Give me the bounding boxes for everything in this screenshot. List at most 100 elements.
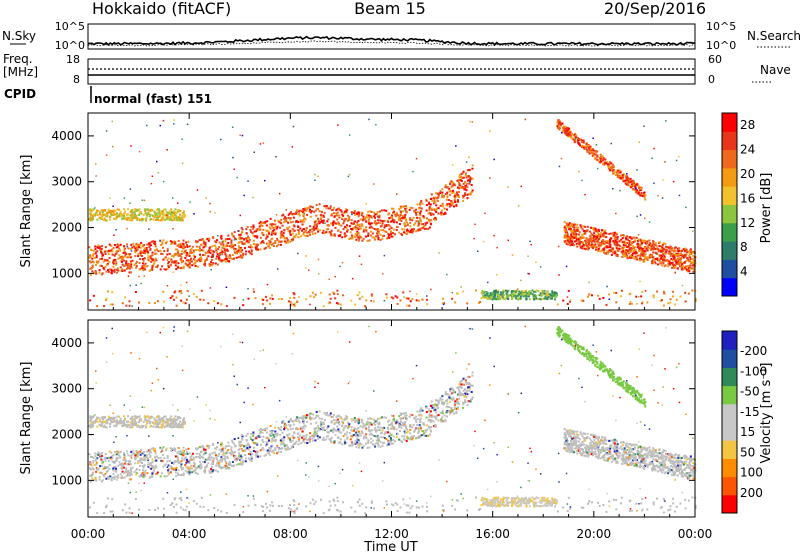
echo-cell: [248, 443, 250, 446]
echo-cell: [343, 212, 346, 214]
echo-cell: [658, 259, 661, 262]
echo-cell: [367, 421, 370, 424]
echo-cell: [458, 176, 461, 179]
echo-cell: [381, 431, 384, 434]
echo-cell: [146, 124, 148, 127]
echo-cell: [515, 297, 518, 300]
echo-cell: [569, 227, 572, 230]
echo-cell: [461, 172, 464, 175]
echo-cell: [370, 211, 373, 213]
echo-cell: [411, 219, 414, 222]
echo-cell: [425, 204, 428, 206]
echo-cell: [131, 305, 133, 307]
echo-cell: [382, 436, 385, 439]
echo-cell: [436, 403, 439, 406]
echo-cell: [407, 297, 410, 300]
echo-cell: [194, 462, 196, 465]
echo-cell: [123, 265, 125, 267]
echo-cell: [433, 425, 435, 428]
echo-cell: [625, 249, 628, 251]
echo-cell: [652, 243, 654, 246]
echo-cell: [200, 463, 203, 466]
echo-cell: [475, 289, 477, 292]
echo-cell: [148, 209, 151, 212]
echo-cell: [609, 237, 612, 240]
echo-cell: [220, 253, 223, 256]
echo-cell: [458, 178, 461, 181]
echo-cell: [378, 216, 381, 219]
echo-cell: [691, 251, 694, 254]
echo-cell: [142, 262, 144, 265]
echo-cell: [571, 222, 574, 225]
echo-cell: [236, 176, 238, 179]
echo-cell: [631, 183, 633, 186]
echo-cell: [138, 246, 140, 249]
echo-cell: [546, 290, 549, 293]
echo-cell: [568, 127, 571, 130]
echo-cell: [298, 209, 301, 212]
echo-cell: [612, 248, 615, 251]
echo-cell: [138, 208, 141, 211]
echo-cell: [574, 230, 577, 233]
echo-cell: [685, 259, 688, 262]
echo-cell: [415, 299, 418, 302]
echo-cell: [245, 237, 248, 240]
echo-cell: [406, 221, 408, 224]
echo-cell: [202, 446, 205, 448]
echo-cell: [357, 220, 360, 222]
echo-cell: [199, 446, 202, 448]
echo-cell: [127, 208, 130, 211]
echo-cell: [392, 228, 395, 231]
echo-cell: [458, 184, 461, 187]
echo-cell: [97, 209, 100, 212]
echo-cell: [295, 219, 298, 222]
echo-cell: [304, 436, 307, 439]
echo-cell: [359, 425, 362, 428]
echo-cell: [144, 262, 147, 265]
echo-cell: [248, 250, 250, 253]
echo-cell: [418, 222, 421, 225]
echo-cell: [172, 214, 175, 217]
echo-cell: [179, 289, 182, 292]
echo-cell: [578, 244, 581, 247]
echo-cell: [570, 232, 573, 235]
echo-cell: [155, 259, 158, 262]
echo-cell: [128, 271, 131, 274]
echo-cell: [628, 243, 630, 246]
echo-cell: [223, 247, 226, 250]
echo-cell: [602, 158, 605, 161]
echo-cell: [358, 255, 361, 257]
echo-cell: [350, 299, 353, 302]
echo-cell: [354, 220, 357, 223]
echo-cell: [590, 149, 593, 151]
echo-cell: [234, 454, 237, 457]
echo-cell: [216, 302, 219, 305]
echo-cell: [676, 257, 679, 260]
echo-cell: [657, 263, 659, 266]
echo-cell: [674, 260, 677, 263]
echo-cell: [337, 428, 340, 431]
echo-cell: [250, 433, 253, 435]
echo-cell: [164, 208, 167, 211]
echo-cell: [116, 271, 119, 274]
echo-cell: [267, 437, 270, 440]
echo-cell: [91, 270, 94, 273]
echo-cell: [685, 206, 687, 209]
echo-cell: [376, 422, 379, 425]
echo-cell: [485, 292, 488, 295]
echo-cell: [658, 245, 661, 248]
echo-cell: [457, 200, 459, 203]
echo-cell: [676, 247, 679, 250]
echo-cell: [262, 241, 265, 244]
echo-cell: [441, 411, 444, 414]
echo-cell: [579, 224, 582, 227]
echo-cell: [344, 236, 346, 239]
echo-cell: [146, 243, 149, 246]
echo-cell: [630, 302, 633, 305]
echo-cell: [94, 248, 97, 251]
echo-cell: [210, 456, 213, 459]
echo-cell: [427, 227, 430, 230]
echo-cell: [401, 217, 404, 220]
echo-cell: [118, 254, 121, 257]
echo-cell: [443, 207, 446, 210]
